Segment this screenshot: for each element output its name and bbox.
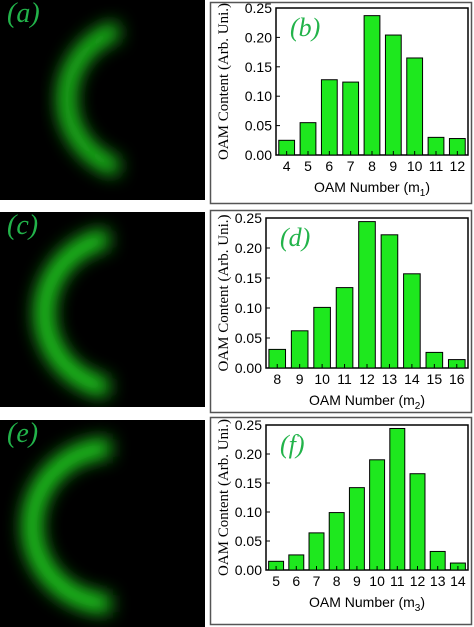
ring-image-e	[23, 439, 111, 613]
x-tick-label: 12	[410, 573, 426, 589]
x-tick-label: 11	[390, 573, 405, 589]
x-tick-label: 14	[404, 371, 420, 387]
image-panel-a: (a)	[0, 0, 205, 200]
x-axis-label: OAM Number (m3)	[309, 594, 425, 614]
x-tick-label: 5	[304, 158, 312, 174]
bar	[384, 34, 402, 156]
x-tick-label: 13	[382, 371, 398, 387]
x-tick-label: 16	[449, 371, 465, 387]
y-tick-label: 0.10	[235, 504, 262, 520]
bar	[380, 234, 399, 369]
x-tick-label: 8	[368, 158, 376, 174]
panel-label-e: (e)	[7, 420, 39, 449]
bar	[328, 512, 345, 571]
ring-image-c	[35, 229, 110, 397]
y-tick-label: 0.20	[235, 240, 262, 256]
x-tick-label: 8	[333, 573, 341, 589]
x-tick-label: 6	[325, 158, 333, 174]
y-tick-label: 0.05	[235, 533, 262, 549]
x-tick-label: 11	[429, 158, 444, 174]
y-tick-label: 0.00	[245, 147, 272, 163]
bar	[369, 459, 386, 571]
y-tick-label: 0.25	[235, 210, 262, 226]
y-tick-label: 0.05	[235, 330, 262, 346]
x-tick-label: 9	[389, 158, 397, 174]
image-panel-c: (c)	[0, 212, 205, 407]
y-tick-label: 0.20	[235, 446, 262, 462]
chart-frame-b	[209, 1, 473, 205]
panel-label-c: (c)	[7, 212, 39, 241]
x-tick-label: 11	[337, 371, 352, 387]
x-tick-label: 9	[353, 573, 361, 589]
y-tick-label: 0.15	[245, 59, 272, 75]
x-tick-label: 9	[296, 371, 304, 387]
bar	[290, 330, 309, 369]
bar	[409, 473, 426, 571]
x-tick-label: 6	[292, 573, 300, 589]
x-tick-label: 10	[369, 573, 385, 589]
bar	[403, 273, 421, 369]
y-tick-label: 0.15	[235, 270, 262, 286]
bar	[335, 287, 354, 369]
y-tick-label: 0.00	[235, 562, 262, 578]
panel-label-a: (a)	[7, 0, 40, 29]
x-tick-label: 5	[272, 573, 280, 589]
bar	[299, 122, 317, 156]
y-tick-label: 0.25	[245, 0, 272, 16]
bar	[406, 57, 424, 156]
panel-label-d: (d)	[280, 223, 310, 252]
plot-area-f	[265, 424, 469, 571]
y-axis-label: OAM Content (Arb. Uni.)	[216, 3, 232, 160]
x-tick-label: 8	[273, 371, 281, 387]
x-tick-label: 4	[283, 158, 291, 174]
bar	[358, 221, 376, 369]
ring-image-a	[58, 22, 121, 176]
bar	[348, 487, 365, 571]
x-tick-label: 14	[450, 573, 466, 589]
y-tick-label: 0.05	[245, 118, 272, 134]
y-tick-label: 0.10	[245, 88, 272, 104]
y-tick-label: 0.10	[235, 300, 262, 316]
panel-label-f: (f)	[280, 430, 305, 459]
x-axis-label: OAM Number (m2)	[309, 392, 425, 412]
panel-label-b: (b)	[290, 13, 320, 42]
bar	[342, 81, 360, 156]
bar	[320, 79, 338, 156]
y-tick-label: 0.25	[235, 417, 262, 433]
y-tick-label: 0.15	[235, 475, 262, 491]
y-axis-label: OAM Content (Arb. Uni.)	[216, 214, 232, 371]
y-tick-label: 0.00	[235, 360, 262, 376]
x-tick-label: 10	[314, 371, 330, 387]
x-tick-label: 15	[427, 371, 443, 387]
bar	[389, 427, 406, 571]
x-tick-label: 7	[313, 573, 321, 589]
x-tick-label: 12	[359, 371, 375, 387]
bar	[363, 15, 381, 156]
x-tick-label: 10	[407, 158, 423, 174]
bar	[308, 532, 325, 571]
image-panel-e: (e)	[0, 420, 205, 627]
y-tick-label: 0.20	[245, 29, 272, 45]
x-tick-label: 13	[430, 573, 446, 589]
x-tick-label: 7	[347, 158, 355, 174]
x-axis-label: OAM Number (m1)	[314, 179, 430, 199]
y-axis-label: OAM Content (Arb. Uni.)	[216, 419, 232, 576]
bar	[313, 306, 331, 369]
x-tick-label: 12	[450, 158, 466, 174]
